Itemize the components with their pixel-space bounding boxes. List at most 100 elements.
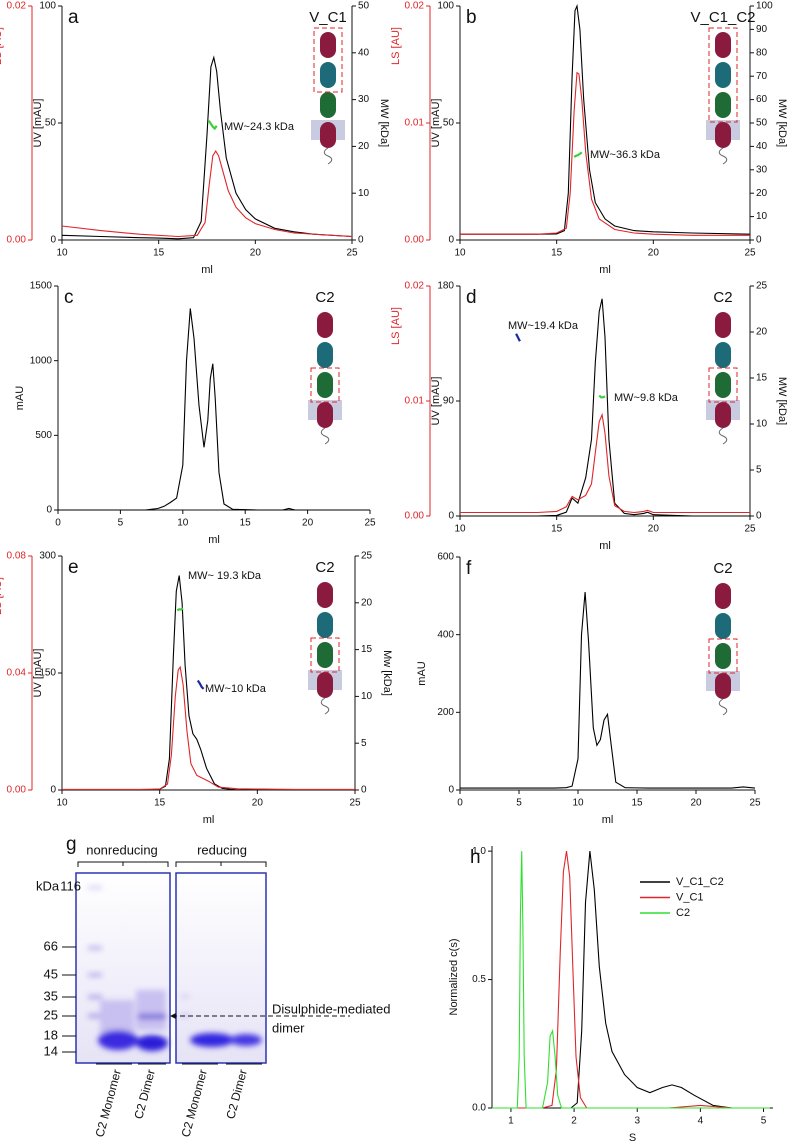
y2-tick-label: 25 (361, 551, 373, 562)
y-axis-label: Normalized c(s) (448, 938, 460, 1015)
y3-tick-label: 0.02 (405, 1, 425, 12)
x-tick-label: 4 (698, 1116, 704, 1127)
x-tick-label: 10 (177, 518, 189, 529)
y2-tick-label: 30 (756, 164, 768, 175)
y2-tick-label: 90 (756, 24, 768, 35)
icon-tail (320, 697, 330, 715)
x-tick-label: 20 (250, 248, 262, 259)
x-axis-label: ml (203, 814, 215, 826)
gel-frame (75, 872, 171, 1064)
y2-tick-label: 10 (361, 691, 373, 702)
legend-label: C2 (676, 907, 690, 919)
y-tick-label: 0 (50, 235, 56, 246)
icon-domain (317, 312, 333, 338)
unit-label: kDa (36, 878, 60, 893)
icon-bracket (313, 27, 343, 93)
series-line (176, 607, 184, 612)
gel-frame (175, 872, 267, 1064)
y3-axis-label: LS [AU] (390, 307, 402, 345)
y2-tick-label: 25 (756, 281, 768, 292)
x-tick-label: 0 (55, 518, 61, 529)
annotation: MW~24.3 kDa (224, 121, 295, 133)
y2-tick-label: 0 (358, 235, 364, 246)
y3-tick-label: 0.00 (405, 511, 425, 522)
y3-tick-label: 0.00 (405, 235, 425, 246)
panel-letter: b (466, 7, 477, 28)
x-tick-label: 10 (454, 248, 466, 259)
x-tick-label: 15 (551, 248, 563, 259)
y3-axis-label: LS [AU] (390, 27, 402, 65)
annotation: MW~ 19.3 kDa (188, 570, 262, 582)
y-tick-label: 0 (448, 511, 454, 522)
icon-bracket (310, 637, 340, 673)
legend-label: V_C1 (676, 891, 704, 903)
series-line (460, 591, 756, 789)
y-axis-label: UV [mAU] (430, 377, 442, 426)
marker-label: 35 (44, 988, 58, 1003)
x-tick-label: 20 (252, 798, 264, 809)
y3-tick-label: 0.02 (7, 1, 27, 12)
icon-domain (715, 92, 731, 118)
panel-letter: c (64, 287, 74, 308)
y2-tick-label: 15 (361, 644, 373, 655)
chart-panel: 10 15 20 25 ml 0 150 300 UV [mAU] 0 5 10 15 20 25 Mw [k… (0, 551, 393, 826)
x-tick-label: 25 (364, 518, 376, 529)
icon-tail (718, 427, 728, 445)
series-line (196, 679, 205, 690)
group-bracket (77, 861, 267, 867)
y2-tick-label: 15 (756, 373, 768, 384)
y2-tick-label: 0 (756, 235, 762, 246)
chart-panel: 0 5 10 15 20 25 ml 0 500 1000 1500 mAU c C2 (14, 281, 376, 546)
y2-tick-label: 100 (756, 1, 773, 12)
y2-tick-label: 0 (361, 785, 367, 796)
x-tick-label: 25 (744, 248, 756, 259)
x-tick-label: 5 (761, 1116, 767, 1127)
y-tick-label: 1500 (30, 281, 53, 292)
lane-label: C2 Dimer (131, 1068, 158, 1121)
icon-domain (715, 643, 731, 669)
icon-domain (715, 122, 731, 148)
x-tick-label: 1 (508, 1116, 514, 1127)
chart-panel: 10 15 20 25 ml 0 90 180 UV [mAU] 0 5 10 15 20 25 MW [kD… (390, 281, 788, 552)
y-tick-label: 0 (448, 785, 454, 796)
marker-label: 25 (44, 1007, 58, 1022)
x-tick-label: 2 (571, 1116, 577, 1127)
series-line (460, 298, 750, 517)
x-tick-label: 20 (302, 518, 314, 529)
annotation: dimer (272, 1020, 305, 1035)
series-line (460, 412, 750, 514)
y-axis-label: mAU (416, 661, 428, 686)
gel-panel: g nonreducing reducing kDa 116 66 45 35 (36, 834, 391, 1139)
x-tick-label: 15 (240, 518, 252, 529)
icon-domain (320, 122, 336, 148)
panel-letter: d (466, 287, 477, 308)
y2-axis-label: MW [kDa] (378, 99, 390, 147)
x-tick-label: 10 (56, 248, 68, 259)
construct-label: C2 (713, 560, 732, 577)
y2-tick-label: 40 (756, 141, 768, 152)
icon-bracket (310, 367, 340, 403)
y2-tick-label: 10 (358, 188, 370, 199)
y-tick-label: 90 (443, 396, 455, 407)
y3-tick-label: 0.01 (405, 396, 425, 407)
y2-tick-label: 50 (358, 1, 370, 12)
x-tick-label: 25 (346, 248, 358, 259)
x-axis-label: ml (599, 264, 611, 276)
icon-tail (323, 147, 333, 165)
annotation: MW~19.4 kDa (508, 320, 579, 332)
panel-letter: g (66, 834, 77, 855)
panel-letter: e (68, 557, 79, 578)
x-axis-label: ml (602, 814, 614, 826)
x-tick-label: 20 (648, 524, 660, 535)
marker-label: 14 (44, 1043, 58, 1058)
y-axis-label: UV [mAU] (32, 649, 44, 698)
icon-bracket (708, 27, 738, 123)
y-tick-label: 400 (437, 629, 454, 640)
chart-panel: 0 5 10 15 20 25 ml 0 200 400 600 mAU f C2 (416, 552, 761, 826)
annotation: MW~36.3 kDa (590, 149, 661, 161)
series-line (492, 851, 770, 1109)
annotation: Disulphide-mediated (272, 1001, 391, 1016)
icon-domain (317, 612, 333, 638)
